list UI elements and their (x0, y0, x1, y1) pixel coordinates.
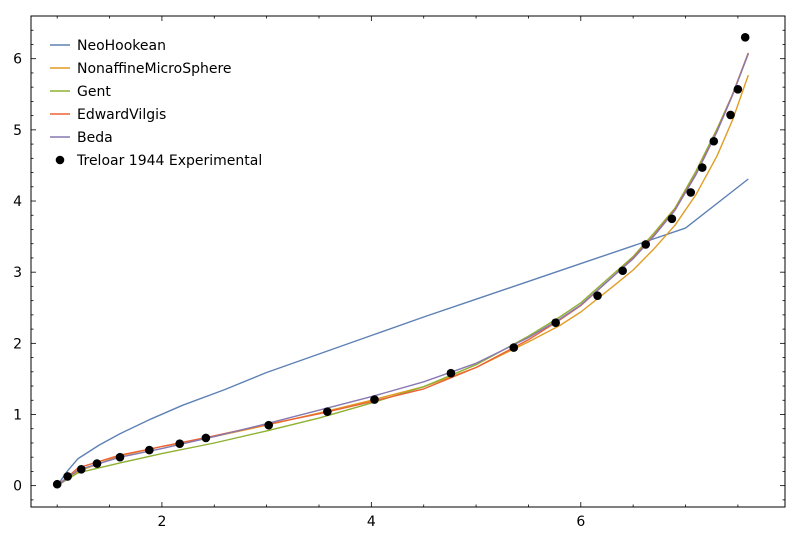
data-point (509, 343, 519, 352)
data-point (92, 459, 102, 468)
tick-layer: 2 4 6 0 1 2 3 4 5 6 (13, 16, 785, 530)
x-tick-label: 6 (576, 514, 585, 530)
data-point (76, 464, 86, 474)
y-tick-label: 2 (13, 336, 22, 352)
y-tick-label: 3 (13, 265, 22, 281)
series-line-nonaffinemicrosphere (56, 74, 749, 487)
legend-label-neohookean: NeoHookean (77, 38, 166, 54)
series-line-neohookean (56, 178, 749, 487)
legend-label-treloar-1944-experimental: Treloar 1944 Experimental (76, 153, 262, 169)
data-point (733, 84, 743, 94)
data-point (370, 395, 379, 404)
data-point (145, 445, 154, 455)
legend-swatch-treloar-1944-experimental (55, 155, 65, 165)
series-line-gent (56, 52, 749, 487)
legend-label-nonaffinemicrosphere: NonaffineMicroSphere (77, 61, 232, 77)
data-point (709, 136, 719, 146)
data-point (323, 407, 332, 416)
data-point (175, 439, 185, 448)
x-tick-label: 2 (157, 514, 166, 530)
data-point (52, 479, 62, 489)
data-point (201, 433, 211, 443)
legend-label-gent: Gent (77, 84, 111, 100)
data-point (593, 291, 602, 300)
data-point (740, 33, 750, 42)
legend-label-edwardvilgis: EdwardVilgis (77, 107, 166, 123)
x-tick-label: 4 (367, 514, 376, 530)
data-point (726, 110, 735, 120)
data-point (264, 420, 274, 430)
data-point (618, 266, 627, 276)
data-point (63, 472, 72, 481)
y-tick-label: 4 (13, 194, 22, 210)
y-tick-label: 1 (13, 407, 22, 423)
data-point (667, 214, 677, 224)
legend-label-beda: Beda (77, 130, 113, 146)
y-tick-label: 5 (13, 123, 22, 139)
y-tick-label: 6 (13, 52, 22, 68)
data-point (446, 368, 456, 378)
legend: NeoHookean NonaffineMicroSphere Gent Edward… (50, 38, 262, 169)
series-layer (52, 33, 750, 489)
data-point (641, 240, 651, 249)
data-point (697, 163, 707, 172)
data-point (551, 318, 560, 327)
plot-frame (30, 15, 786, 508)
data-point (115, 452, 125, 462)
y-tick-label: 0 (13, 479, 22, 495)
data-point (686, 188, 696, 197)
